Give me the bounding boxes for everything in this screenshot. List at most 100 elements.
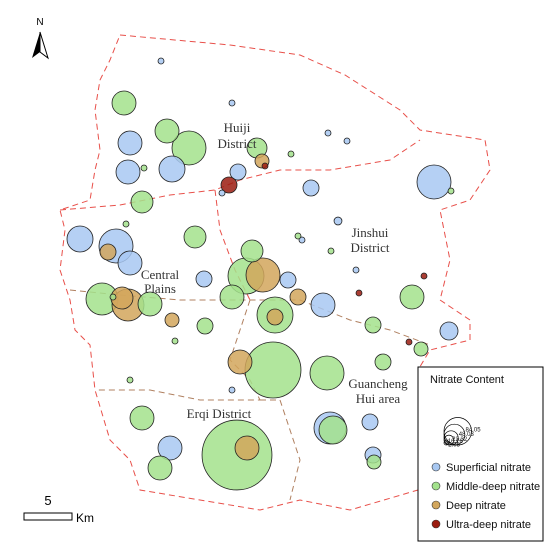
legend-entry: Middle-deep nitrate (446, 481, 540, 493)
arrow-right (39, 31, 49, 60)
district-label: Hui area (356, 391, 401, 406)
site-bubble (99, 243, 117, 261)
site-bubble (234, 435, 260, 461)
district-boundary (214, 189, 251, 301)
site-bubble (289, 288, 307, 306)
district-label: Huiji (224, 120, 251, 135)
site-bubble (366, 454, 382, 470)
site-bubble (227, 349, 253, 375)
site-bubble (130, 190, 154, 214)
site-bubble (157, 57, 165, 65)
site-bubble (294, 232, 302, 240)
site-bubble (157, 435, 183, 461)
district-label: Erqi District (187, 406, 252, 421)
north-arrow: N (32, 17, 49, 60)
site-bubble (171, 337, 179, 345)
site-bubble (109, 293, 117, 301)
site-bubble (352, 266, 360, 274)
site-bubble (228, 386, 236, 394)
site-bubble (309, 355, 345, 391)
site-bubble (158, 155, 186, 183)
site-bubble (171, 130, 207, 166)
site-bubble (164, 312, 180, 328)
legend-swatch (431, 462, 441, 472)
site-bubble (115, 159, 141, 185)
site-bubble (413, 341, 429, 357)
site-bubble (324, 129, 332, 137)
site-bubble (129, 405, 155, 431)
city-boundary (59, 34, 491, 511)
site-bubble (343, 137, 351, 145)
site-bubble (117, 130, 143, 156)
legend: Nitrate Content 2.0510.7622.3248.0384.05… (417, 366, 544, 542)
district-label: Central (141, 267, 180, 282)
legend-size-label: 2.05 (448, 443, 460, 449)
site-bubble (361, 413, 379, 431)
site-bubble (140, 164, 148, 172)
legend-title: Nitrate Content (430, 374, 504, 386)
site-bubble (420, 272, 428, 280)
site-bubble (244, 341, 302, 399)
site-bubble (126, 376, 134, 384)
site-bubble (266, 308, 284, 326)
site-bubble (333, 216, 343, 226)
arrow-left (32, 32, 40, 58)
site-bubble (137, 291, 163, 317)
site-bubble (416, 164, 452, 200)
scale-unit: Km (76, 511, 94, 525)
legend-size-label: 22.32 (452, 437, 468, 443)
district-label: Jinshui (352, 225, 389, 240)
legend-swatch (431, 481, 441, 491)
site-bubble (122, 220, 130, 228)
site-bubble (195, 270, 213, 288)
site-bubble (240, 239, 264, 263)
site-bubble (399, 284, 425, 310)
site-bubble (405, 338, 413, 346)
site-bubble (298, 236, 306, 244)
site-bubble (66, 225, 94, 253)
site-bubble (261, 162, 269, 170)
site-bubble (355, 289, 363, 297)
scale-bar: 5 Km (23, 493, 94, 525)
site-bubble (229, 163, 247, 181)
site-bubble (245, 257, 281, 293)
site-bubble (196, 317, 214, 335)
site-bubble (279, 271, 297, 289)
north-label: N (36, 17, 43, 28)
legend-swatch (431, 500, 441, 510)
legend-size-label: 10.76 (448, 439, 464, 445)
site-bubble (183, 225, 207, 249)
legend-size-circle (443, 417, 472, 446)
site-bubble (218, 189, 226, 197)
district-label: District (351, 240, 390, 255)
district-label: Plains (144, 281, 176, 296)
site-bubble (154, 118, 180, 144)
site-bubble (447, 187, 455, 195)
scale-value: 5 (44, 493, 51, 508)
legend-swatch (431, 519, 441, 529)
legend-size-circle (443, 430, 459, 446)
legend-box (417, 366, 544, 542)
site-bubble (219, 284, 245, 310)
site-bubble (117, 250, 143, 276)
district-label: Guancheng (348, 376, 408, 391)
sites (66, 57, 459, 491)
site-bubble (287, 150, 295, 158)
district-label: District (218, 136, 257, 151)
site-bubble (302, 179, 320, 197)
legend-entry: Ultra-deep nitrate (446, 519, 531, 531)
site-bubble (310, 292, 336, 318)
site-bubble (318, 415, 348, 445)
site-bubble (439, 321, 459, 341)
legend-entry: Deep nitrate (446, 500, 506, 512)
legend-size-circle (443, 423, 466, 446)
district-boundary (260, 399, 301, 501)
scale-rect (23, 512, 73, 521)
site-bubble (147, 455, 173, 481)
site-bubble (111, 90, 137, 116)
legend-size-label: 48.03 (459, 432, 475, 438)
legend-size-label: 84.05 (466, 427, 482, 433)
site-bubble (327, 247, 335, 255)
site-bubble (374, 353, 392, 371)
